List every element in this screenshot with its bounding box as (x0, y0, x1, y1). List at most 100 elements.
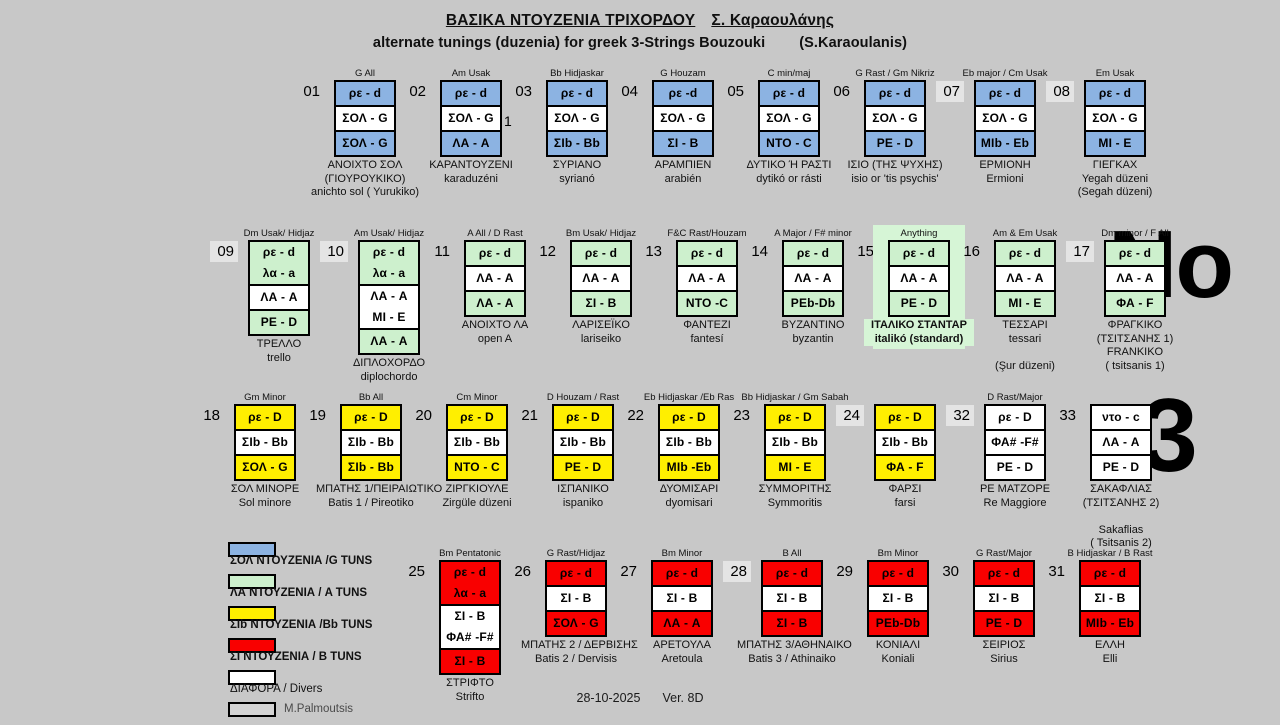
tuning-card[interactable]: G Rast / Gm Nikriz ρε - d ΣΟΛ - G ΡΕ - D ΙΣΙ… (848, 68, 943, 186)
tuning-row-bb: 18 Gm Minor ρε - D ΣΙb - Bb ΣΟΛ - G ΣΟΛ ΜΙΝΟΡ… (200, 392, 1162, 551)
tuning-note: ρε - d (1098, 86, 1132, 100)
tuning-card-name-line: byzantin (792, 332, 834, 345)
tuning-card-name-line: farsi (894, 496, 916, 509)
tuning-card[interactable]: Bb Hidjaskar ρε - d ΣΟΛ - G ΣΙb - Bb ΣΥΡΙΑΝΟ… (536, 68, 618, 186)
tuning-note: λα - a (453, 586, 487, 600)
tuning-card[interactable]: F&C Rast/Houzam ρε - d ΛΑ - A ΝΤΟ -C ΦΑΝΤΕΖΙ… (666, 228, 748, 346)
tuning-string-group: ΣΙb - Bb (660, 431, 718, 456)
tuning-card-names: ΦΡΑΓΚΙΚΟ (ΤΣΙΤΣΑΝΗΣ 1) FRANKIKO( tsitsanis… (1080, 319, 1190, 373)
tuning-card-cell: 26 G Rast/Hidjaz ρε - d ΣΙ - B ΣΟΛ - G ΜΠΑΤΗΣ… (511, 548, 638, 666)
tuning-card-cell: 19 Bb All ρε - D ΣΙb - Bb ΣΙb - Bb ΜΠΑΤΗΣ 1/Π… (306, 392, 442, 510)
tuning-card-names: ΒΥΖΑΝΤΙΝΟ byzantin (758, 319, 868, 346)
footer-version: Ver. 8D (662, 691, 704, 705)
tuning-card-number: 07 (936, 81, 964, 102)
tuning-card[interactable]: Cm Minor ρε - D ΣΙb - Bb ΝΤΟ - C ΖΙΡΓΚΙΟΥΛΕ Z… (436, 392, 518, 510)
tuning-string-group: ρε - d (1086, 82, 1144, 107)
tuning-card[interactable]: G Rast/Major ρε - d ΣΙ - B ΡΕ - D ΣΕΙΡΙΟΣ Sir… (963, 548, 1045, 666)
tuning-card-chord-label: B Hidjaskar / B Rast (1067, 548, 1153, 559)
tuning-card-cell: 30 G Rast/Major ρε - d ΣΙ - B ΡΕ - D ΣΕΙΡΙΟΣ S… (939, 548, 1045, 666)
legend-row: M.Palmoutsis (228, 693, 458, 725)
tuning-card-cell: 17 Dm minor / F All ρε - d ΛΑ - A ΦΑ - F ΦΡΑΓ… (1066, 228, 1176, 373)
tuning-string-group: ρε - d λα - a (250, 242, 308, 286)
tuning-card[interactable]: G Houzam ρε -d ΣΟΛ - G ΣΙ - B ΑΡΑΜΠΙΕΝ arabié… (642, 68, 724, 186)
tuning-card-chord-label: Am & Em Usak (992, 228, 1058, 239)
tuning-card-name-line: ΑΡΕΤΟΥΛΑ (653, 639, 711, 651)
tuning-card-chord-label: D Rast/Major (987, 392, 1043, 403)
tuning-card-name-line: Symmoritis (767, 496, 823, 509)
tuning-note: ΛΑ - A (1006, 271, 1044, 285)
tuning-card[interactable]: Dm Usak/ Hidjaz ρε - d λα - a ΛΑ - A ΡΕ - D Τ… (238, 228, 320, 365)
tuning-card[interactable]: Am Usak ρε - d ΣΟΛ - G ΛΑ - A ΚΑΡΑΝΤΟΥΖΕΝΙ ka… (429, 68, 513, 186)
tuning-card-names: ΓΙΕΓΚΑΧ Yegah düzeni (Segah düzeni) (1060, 159, 1170, 200)
tuning-card[interactable]: Em Usak ρε - d ΣΟΛ - G ΜΙ - E ΓΙΕΓΚΑΧ Yegah d… (1074, 68, 1156, 200)
tuning-card-names: ΣΤΡΙΦΤΟ Strifto (415, 677, 525, 704)
tuning-note: ρε - d (796, 246, 830, 260)
tuning-card[interactable]: A Major / F# minor ρε - d ΛΑ - A ΡEb-Db ΒΥΖΑ… (772, 228, 854, 346)
tuning-string-group: ΣΙb - Bb (766, 431, 824, 456)
tuning-string-group: ΣΙ - B (653, 587, 711, 612)
tuning-card[interactable]: Am & Em Usak ρε - d ΛΑ - A ΜΙ - E ΤΕΣΣΑΡΙ tes… (984, 228, 1066, 373)
tuning-card-names: ΣΥΡΙΑΝΟ syrianó (522, 159, 632, 186)
tuning-string-group: ΣΙ - B (763, 612, 821, 635)
tuning-string-group: ΣΟΛ - G (760, 107, 818, 132)
tuning-note: ΦΑ# -F# (446, 630, 494, 644)
tuning-card-strings: ρε - d λα - a ΣΙ - B ΦΑ# -F# ΣΙ - B (439, 560, 501, 675)
tuning-card-number: 21 (521, 407, 538, 424)
tuning-note: ρε - d (881, 566, 915, 580)
tuning-string-group: ΡEb-Db (869, 612, 927, 635)
tuning-card-name-line: Batis 1 / Pireotiko (328, 496, 414, 509)
tuning-string-group: ΣΙb - Bb (548, 132, 606, 155)
tuning-card[interactable]: Bm Usak/ Hidjaz ρε - d ΛΑ - A ΣΙ - B ΛΑΡΙΣΕΪ… (560, 228, 642, 346)
tuning-card-name-line: karaduzéni (444, 172, 498, 185)
tuning-card[interactable]: B Hidjaskar / B Rast ρε - d ΣΙ - B ΜΙb - Eb… (1067, 548, 1153, 666)
tuning-card[interactable]: G Rast/Hidjaz ρε - d ΣΙ - B ΣΟΛ - G ΜΠΑΤΗΣ 2… (521, 548, 638, 666)
tuning-card-strings: ρε - d λα - a ΛΑ - A ΜΙ - E ΛΑ - A (358, 240, 420, 355)
tuning-string-group: ΣΟΛ - G (547, 612, 605, 635)
tuning-card[interactable]: D Rast/Major ρε - D ΦΑ# -F# ΡΕ - D ΡΕ ΜΑΤΖΟΡ… (974, 392, 1056, 510)
tuning-note: ΣΙ - B (667, 136, 699, 150)
tuning-string-group: ΝΤΟ -C (678, 292, 736, 315)
tuning-note: ΣΙb - Bb (881, 435, 929, 449)
tuning-card[interactable]: Gm Minor ρε - D ΣΙb - Bb ΣΟΛ - G ΣΟΛ ΜΙΝΟΡΕ S… (224, 392, 306, 510)
tuning-note: ΝΤΟ - C (766, 136, 812, 150)
tuning-card-name-line: Sakaflias (1098, 523, 1144, 536)
tuning-card[interactable]: ρε - D ΣΙb - Bb ΦΑ - F ΦΑΡΣΙ farsi (864, 392, 946, 510)
tuning-string-group: ΦΑ - F (876, 456, 934, 479)
tuning-card[interactable]: Dm minor / F All ρε - d ΛΑ - A ΦΑ - F ΦΡΑΓΚΙ… (1094, 228, 1176, 373)
tuning-card[interactable]: Bm Minor ρε - d ΣΙ - B ΛΑ - A ΑΡΕΤΟΥΛΑ Aretou… (641, 548, 723, 666)
tuning-string-group: ΣΙb - Bb (342, 456, 400, 479)
tuning-card[interactable]: G All ρε - d ΣΟΛ - G ΣΟΛ - G ΑΝΟΙΧΤΟ ΣΟΛ (ΓΙΟ… (311, 68, 419, 200)
tuning-card[interactable]: Bb Hidjaskar / Gm Sabah ρε - D ΣΙb - Bb ΜΙ … (741, 392, 848, 510)
tuning-card[interactable]: C min/maj ρε - d ΣΟΛ - G ΝΤΟ - C ΔΥΤΙΚΟ Ή ΡΑ… (747, 68, 832, 186)
tuning-note: ρε - D (888, 410, 922, 424)
tuning-string-group: ΡEb-Db (784, 292, 842, 315)
tuning-card[interactable]: Bb All ρε - D ΣΙb - Bb ΣΙb - Bb ΜΠΑΤΗΣ 1/ΠΕΙ… (316, 392, 442, 510)
tuning-string-group: ΣΙb - Bb (448, 431, 506, 456)
legend-color-swatch (228, 637, 276, 653)
tuning-string-group: ΡΕ - D (975, 612, 1033, 635)
tuning-card-names: ΣΟΛ ΜΙΝΟΡΕ Sol minore (210, 483, 320, 510)
tuning-note: ΣΙb - Bb (241, 435, 289, 449)
tuning-string-group: ΝΤΟ - C (760, 132, 818, 155)
tuning-card-name-line: ΣΟΛ ΜΙΝΟΡΕ (230, 483, 300, 495)
tuning-card-cell: 27 Bm Minor ρε - d ΣΙ - B ΛΑ - A ΑΡΕΤΟΥΛΑ Aret… (617, 548, 723, 666)
tuning-card[interactable]: Bm Pentatonic ρε - d λα - a ΣΙ - B ΦΑ# -F# ΣΙ… (429, 548, 511, 704)
tuning-card[interactable]: Bm Minor ρε - d ΣΙ - B ΡEb-Db ΚΟΝΙΑΛΙ Koniali (857, 548, 939, 666)
tuning-string-group: ΣΟΛ - G (442, 107, 500, 132)
tuning-string-group: ΣΙb - Bb (554, 431, 612, 456)
tuning-card-names: ΦΑΝΤΕΖΙ fantesí (652, 319, 762, 346)
tuning-card[interactable]: Eb major / Cm Usak ρε - d ΣΟΛ - G ΜΙb - Eb Ε… (963, 68, 1048, 186)
tuning-card-strings: ρε - d ΛΑ - A ΦΑ - F (1104, 240, 1166, 317)
tuning-card[interactable]: Anything ρε - d ΛΑ - A ΡΕ - D ΙΤΑΛΙΚΟ ΣΤΑΝΤΑ… (864, 225, 974, 349)
tuning-card[interactable]: ντο - c ΛΑ - A ΡΕ - D ΣΑΚΑΦΛΙΑΣ (ΤΣΙΤΣΑΝΗΣ 2… (1080, 392, 1162, 551)
tuning-card[interactable]: D Houzam / Rast ρε - D ΣΙb - Bb ΡΕ - D ΙΣΠΑΝ… (542, 392, 624, 510)
tuning-card[interactable]: B All ρε - d ΣΙ - B ΣΙ - B ΜΠΑΤΗΣ 3/ΑΘΗΝΑΙΚΟ… (737, 548, 852, 666)
tuning-note: ΣΙb - Bb (771, 435, 819, 449)
page-title: ΒΑΣΙΚΑ ΝΤΟΥΖΕΝΙΑ ΤΡΙΧΟΡΔΟΥ Σ. Καραουλάνης… (0, 12, 1280, 51)
legend-row: ΛΑ ΝΤΟΥΖΕΝΙΑ / A TUNS (228, 565, 458, 599)
tuning-card-names: ΚΑΡΑΝΤΟΥΖΕΝΙ karaduzéni (416, 159, 526, 186)
legend-label: ΣΙ ΝΤΟΥΖΕΝΙΑ / B TUNS (230, 651, 362, 663)
tuning-card[interactable]: Eb Hidjaskar /Eb Ras ρε - D ΣΙb - Bb ΜΙb -E… (644, 392, 734, 510)
tuning-card[interactable]: A All / D Rast ρε - d ΛΑ - A ΛΑ - A ΑΝΟΙΧΤΟ … (454, 228, 536, 346)
